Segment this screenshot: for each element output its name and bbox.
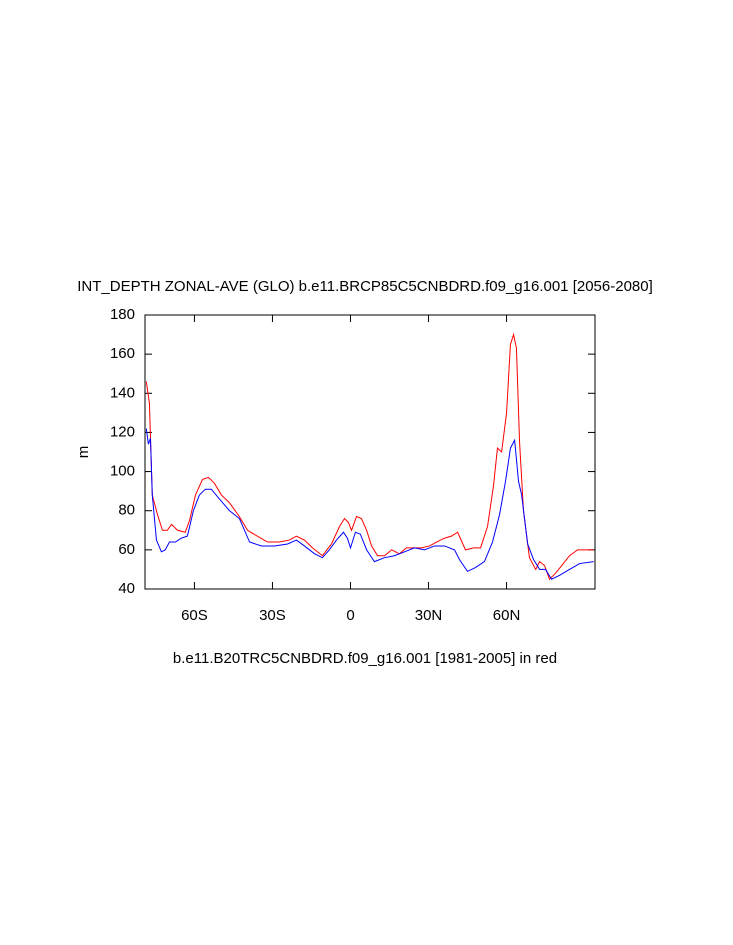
plot-frame — [144, 314, 596, 590]
x-tick-label: 30S — [259, 607, 286, 624]
y-tick-label: 180 — [110, 306, 135, 323]
x-tick-label: 60S — [181, 607, 208, 624]
chart-title: INT_DEPTH ZONAL-AVE (GLO) b.e11.BRCP85C5… — [77, 278, 653, 295]
x-tick-label: 30N — [415, 607, 443, 624]
y-tick-label: 100 — [110, 463, 135, 480]
x-axis-label: b.e11.B20TRC5CNBDRD.f09_g16.001 [1981-20… — [173, 650, 557, 667]
line-series — [145, 332, 594, 581]
y-tick-label: 40 — [118, 580, 135, 597]
y-tick-label: 160 — [110, 345, 135, 362]
y-tick-label: 140 — [110, 384, 135, 401]
y-tick-label: 120 — [110, 423, 135, 440]
y-axis-label: m — [75, 446, 92, 459]
x-tick-label: 60N — [493, 607, 521, 624]
y-tick-label: 60 — [118, 541, 135, 558]
line-series — [145, 428, 594, 580]
x-tick-label: 0 — [346, 607, 354, 624]
y-tick-label: 80 — [118, 502, 135, 519]
